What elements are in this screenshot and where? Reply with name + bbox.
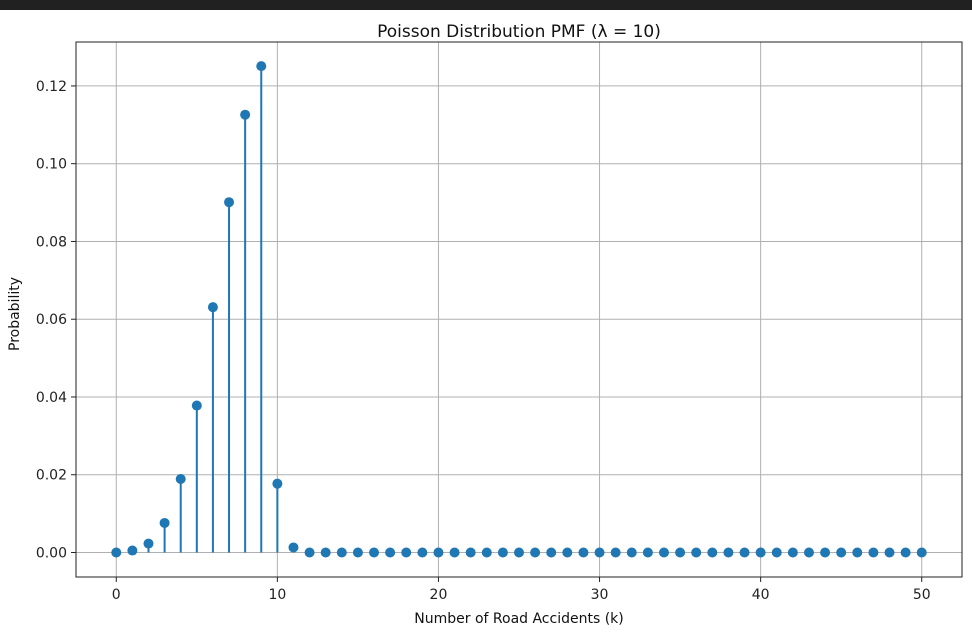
data-point xyxy=(562,547,573,558)
data-point xyxy=(127,545,138,556)
data-point xyxy=(658,547,669,558)
data-point xyxy=(256,61,267,72)
data-point xyxy=(771,547,782,558)
data-point xyxy=(884,547,895,558)
y-tick-label: 0.04 xyxy=(36,390,67,406)
data-point xyxy=(369,547,380,558)
markers xyxy=(111,61,927,558)
data-point xyxy=(610,547,621,558)
data-point xyxy=(836,547,847,558)
y-tick-label: 0.02 xyxy=(36,468,67,484)
data-point xyxy=(755,547,766,558)
data-point xyxy=(594,547,605,558)
data-point xyxy=(272,478,283,489)
x-ticks: 0 10 20 30 40 50 xyxy=(112,577,931,603)
data-point xyxy=(240,109,251,120)
data-point xyxy=(191,400,202,411)
plot-frame xyxy=(75,41,963,578)
data-point xyxy=(143,538,154,549)
y-tick-label: 0.12 xyxy=(36,79,67,95)
data-point xyxy=(465,547,476,558)
x-tick-label: 50 xyxy=(913,587,931,603)
data-point xyxy=(449,547,460,558)
x-tick-label: 40 xyxy=(752,587,770,603)
data-point xyxy=(739,547,750,558)
data-point xyxy=(175,474,186,485)
data-point xyxy=(336,547,347,558)
data-point xyxy=(352,547,363,558)
data-point xyxy=(578,547,589,558)
x-axis-label: Number of Road Accidents (k) xyxy=(414,611,623,627)
y-tick-label: 0.00 xyxy=(36,546,67,562)
data-point xyxy=(207,302,218,313)
data-point xyxy=(626,547,637,558)
y-tick-label: 0.10 xyxy=(36,157,67,173)
data-point xyxy=(288,542,299,553)
y-tick-label: 0.08 xyxy=(36,234,67,250)
data-point xyxy=(530,547,541,558)
x-tick-label: 0 xyxy=(112,587,121,603)
data-point xyxy=(433,547,444,558)
y-ticks: 0.00 0.02 0.04 0.06 0.08 0.10 0.12 xyxy=(36,79,76,562)
data-point xyxy=(320,547,331,558)
data-point xyxy=(159,517,170,528)
data-point xyxy=(723,547,734,558)
data-point xyxy=(916,547,927,558)
x-tick-label: 20 xyxy=(430,587,448,603)
data-point xyxy=(401,547,412,558)
data-point xyxy=(385,547,396,558)
data-point xyxy=(900,547,911,558)
y-tick-label: 0.06 xyxy=(36,312,67,328)
data-point xyxy=(417,547,428,558)
data-point xyxy=(304,547,315,558)
data-point xyxy=(868,547,879,558)
data-point xyxy=(675,547,686,558)
data-point xyxy=(481,547,492,558)
stems xyxy=(131,66,295,553)
data-point xyxy=(224,197,235,208)
data-point xyxy=(787,547,798,558)
x-tick-label: 30 xyxy=(591,587,609,603)
y-axis-label: Probability xyxy=(7,277,23,351)
data-point xyxy=(546,547,557,558)
data-point xyxy=(514,547,524,558)
data-point xyxy=(803,547,814,558)
data-point xyxy=(820,547,831,558)
window-top-bar xyxy=(0,0,972,10)
data-point xyxy=(642,547,653,558)
data-point xyxy=(852,547,863,558)
x-tick-label: 10 xyxy=(268,587,286,603)
data-point xyxy=(707,547,718,558)
plot-background xyxy=(76,42,962,577)
data-point xyxy=(691,547,702,558)
chart-title: Poisson Distribution PMF (λ = 10) xyxy=(377,22,661,42)
data-point xyxy=(497,547,508,558)
data-point xyxy=(111,547,122,558)
